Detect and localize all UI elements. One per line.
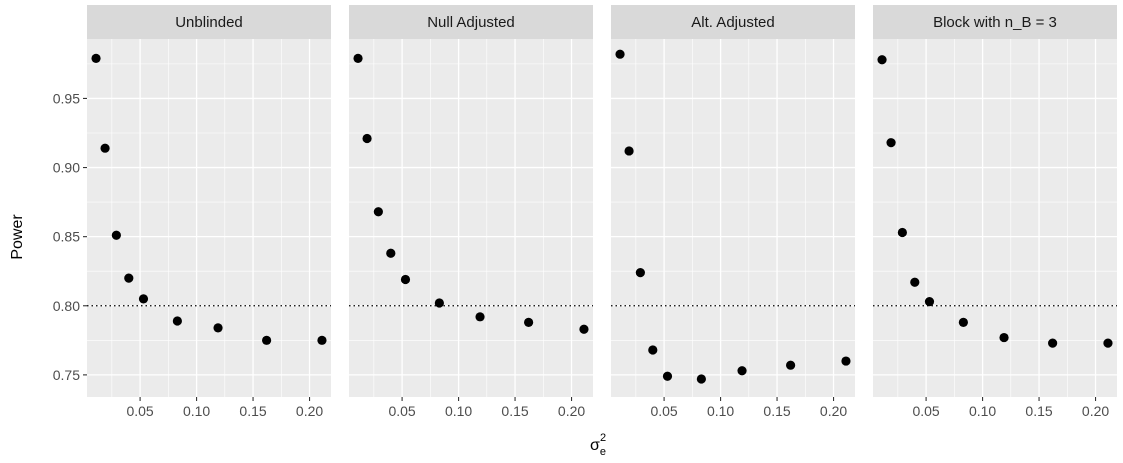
x-tick-label: 0.15 (239, 403, 266, 419)
panel-background (349, 39, 593, 397)
data-point (662, 371, 673, 381)
data-point (138, 294, 149, 304)
data-point (91, 53, 101, 63)
y-axis-title: Power (9, 214, 26, 260)
panel-title: Null Adjusted (427, 14, 515, 31)
x-tick-label: 0.05 (388, 403, 415, 419)
data-point (213, 323, 223, 333)
x-tick-label: 0.20 (558, 403, 585, 419)
data-point (111, 230, 121, 240)
panel-title: Block with n_B = 3 (933, 14, 1057, 31)
data-point (172, 316, 182, 326)
data-point (434, 298, 444, 308)
data-point (100, 143, 110, 153)
data-point (737, 366, 747, 376)
x-tick-label: 0.10 (707, 403, 734, 419)
data-point (897, 227, 907, 238)
data-point (624, 146, 634, 156)
panel-strip (349, 5, 593, 39)
data-point (362, 133, 372, 144)
data-point (696, 374, 706, 384)
x-tick-label: 0.05 (912, 403, 939, 419)
panel-strip (873, 5, 1117, 39)
y-tick-label: 0.95 (53, 90, 80, 106)
y-tick-label: 0.85 (53, 229, 80, 245)
data-point (958, 317, 968, 327)
panel-2: Null Adjusted (349, 5, 593, 397)
data-point (924, 297, 935, 307)
x-tick-label: 0.05 (650, 403, 677, 419)
x-axis-panel-4: 0.05 0.10 0.15 0.20 (912, 397, 1109, 419)
data-point (124, 273, 134, 283)
panels-group: Unblinded Null Adjusted Alt. Adjusted Block… (87, 5, 1117, 397)
data-point (886, 138, 896, 148)
data-point (373, 207, 383, 217)
y-axis: 0.75 0.80 0.85 0.90 0.95 (53, 90, 87, 383)
panel-title: Alt. Adjusted (691, 14, 774, 31)
panel-background (87, 39, 331, 397)
panel-4: Block with n_B = 3 (873, 5, 1117, 397)
x-tick-label: 0.15 (763, 403, 790, 419)
data-point (615, 49, 625, 59)
data-point (524, 317, 534, 327)
y-tick-label: 0.75 (53, 367, 80, 383)
panel-background (873, 39, 1117, 397)
x-axis-title-superscript: 2 (600, 432, 606, 444)
x-axis-title-subscript: e (600, 446, 606, 458)
x-tick-label: 0.10 (183, 403, 210, 419)
x-axis-title: σe 2 (590, 432, 606, 458)
panel-title: Unblinded (175, 14, 243, 31)
x-tick-label: 0.20 (296, 403, 323, 419)
x-tick-label: 0.15 (1025, 403, 1052, 419)
panel-1: Unblinded (87, 5, 331, 397)
y-tick-label: 0.90 (53, 160, 80, 176)
y-tick-label: 0.80 (53, 298, 80, 314)
data-point (475, 312, 485, 322)
x-axis-title-symbol: σ (590, 437, 600, 454)
data-point (386, 248, 396, 258)
data-point (635, 267, 645, 278)
data-point (579, 324, 589, 334)
data-point (648, 345, 658, 355)
data-point (786, 360, 796, 370)
x-tick-label: 0.10 (969, 403, 996, 419)
data-point (353, 53, 363, 63)
data-point (999, 332, 1009, 343)
panel-strip (611, 5, 855, 39)
panel-3: Alt. Adjusted (611, 5, 855, 397)
data-point (317, 335, 327, 345)
x-tick-label: 0.10 (445, 403, 472, 419)
x-tick-label: 0.15 (501, 403, 528, 419)
panel-strip (87, 5, 331, 39)
panel-background (611, 39, 855, 397)
data-point (1103, 338, 1113, 348)
data-point (841, 356, 851, 366)
data-point (1048, 338, 1058, 348)
x-axis-panel-1: 0.05 0.10 0.15 0.20 (126, 397, 323, 419)
data-point (262, 335, 272, 345)
x-tick-label: 0.20 (820, 403, 847, 419)
x-tick-label: 0.05 (126, 403, 153, 419)
data-point (877, 55, 887, 65)
x-axis-panel-3: 0.05 0.10 0.15 0.20 (650, 397, 847, 419)
x-axes: 0.05 0.10 0.15 0.20 0.05 0.10 0.15 0.20 0.05 0.10… (126, 397, 1109, 419)
data-point (400, 274, 411, 285)
data-point (910, 277, 920, 287)
x-tick-label: 0.20 (1082, 403, 1109, 419)
x-axis-panel-2: 0.05 0.10 0.15 0.20 (388, 397, 585, 419)
